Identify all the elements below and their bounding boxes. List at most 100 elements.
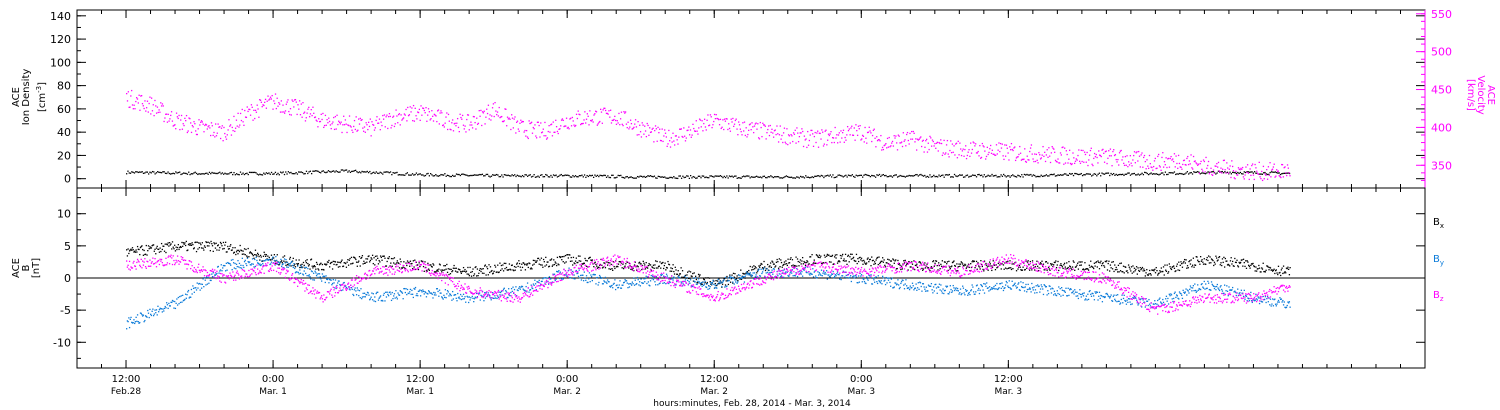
data-point [564, 174, 566, 176]
data-point [1084, 174, 1086, 176]
velocity-y-tick-label: 550 [1431, 8, 1452, 21]
data-point [298, 108, 300, 110]
data-point [824, 256, 826, 258]
data-point [337, 280, 340, 282]
data-point [686, 274, 688, 276]
data-point [639, 124, 641, 126]
data-point [1154, 272, 1157, 274]
data-point [425, 106, 427, 109]
data-point [440, 269, 442, 271]
data-point [796, 127, 798, 129]
data-point [828, 254, 830, 256]
data-point [142, 315, 144, 317]
data-point [1161, 156, 1163, 159]
data-point [994, 154, 997, 156]
data-point [517, 289, 519, 292]
data-point [228, 119, 230, 121]
data-point [457, 173, 459, 176]
legend-bx: Bx [1433, 217, 1444, 230]
data-point [566, 127, 569, 129]
data-point [130, 316, 132, 319]
data-point [735, 118, 737, 120]
data-point [331, 170, 333, 172]
data-point [1158, 272, 1160, 274]
data-point [954, 264, 956, 267]
data-point [1280, 176, 1282, 179]
data-point [126, 100, 129, 102]
data-point [604, 262, 606, 264]
data-point [555, 174, 557, 176]
data-point [387, 293, 389, 296]
data-point [735, 175, 737, 177]
data-point [155, 253, 157, 255]
data-point [899, 174, 901, 177]
data-point [294, 263, 296, 265]
data-point [677, 270, 679, 272]
data-point [1048, 175, 1050, 177]
data-point [126, 249, 128, 251]
data-point [875, 259, 877, 261]
data-point [831, 254, 834, 257]
data-point [402, 266, 404, 268]
data-point [687, 175, 689, 177]
data-point [811, 176, 813, 178]
data-point [1037, 162, 1039, 164]
data-point [613, 282, 615, 285]
data-point [222, 140, 224, 142]
data-point [158, 309, 161, 311]
data-point [807, 130, 809, 133]
data-point [889, 146, 891, 148]
data-point [221, 245, 223, 247]
data-point [246, 256, 249, 258]
data-point [1069, 266, 1072, 268]
data-point [863, 261, 866, 263]
data-point [1237, 167, 1240, 169]
data-point [1143, 270, 1146, 272]
data-point [1219, 264, 1221, 266]
data-point [649, 285, 651, 287]
data-point [308, 264, 310, 266]
data-point [278, 264, 280, 266]
data-point [653, 141, 655, 143]
data-point [440, 110, 442, 112]
data-point [176, 246, 179, 249]
data-point [269, 258, 271, 261]
data-point [855, 260, 857, 262]
data-point [586, 113, 589, 115]
data-point [247, 110, 249, 113]
data-point [1006, 268, 1008, 270]
data-point [478, 110, 480, 112]
data-point [550, 174, 552, 177]
data-point [507, 118, 510, 120]
data-point [443, 269, 446, 271]
data-point [1208, 262, 1211, 264]
data-point [684, 140, 687, 142]
data-point [471, 174, 473, 177]
data-point [1207, 259, 1209, 262]
data-point [984, 176, 987, 178]
velocity-series [126, 89, 1291, 182]
data-point [1247, 172, 1250, 174]
data-point [1068, 260, 1070, 263]
data-point [784, 141, 786, 143]
data-point [1150, 274, 1152, 276]
data-point [733, 125, 735, 128]
data-point [916, 138, 919, 140]
data-point [879, 261, 882, 263]
data-point [982, 268, 984, 271]
data-point [696, 130, 698, 132]
data-point [331, 282, 334, 285]
data-point [309, 276, 311, 278]
data-point [881, 146, 884, 149]
data-point [1193, 266, 1195, 268]
data-point [205, 284, 207, 286]
data-point [295, 101, 297, 103]
data-point [421, 260, 423, 263]
data-point [1012, 267, 1014, 270]
data-point [317, 276, 319, 279]
data-point [1169, 157, 1171, 160]
data-point [224, 241, 227, 243]
data-point [126, 92, 128, 95]
data-point [620, 261, 622, 263]
data-point [544, 283, 546, 285]
